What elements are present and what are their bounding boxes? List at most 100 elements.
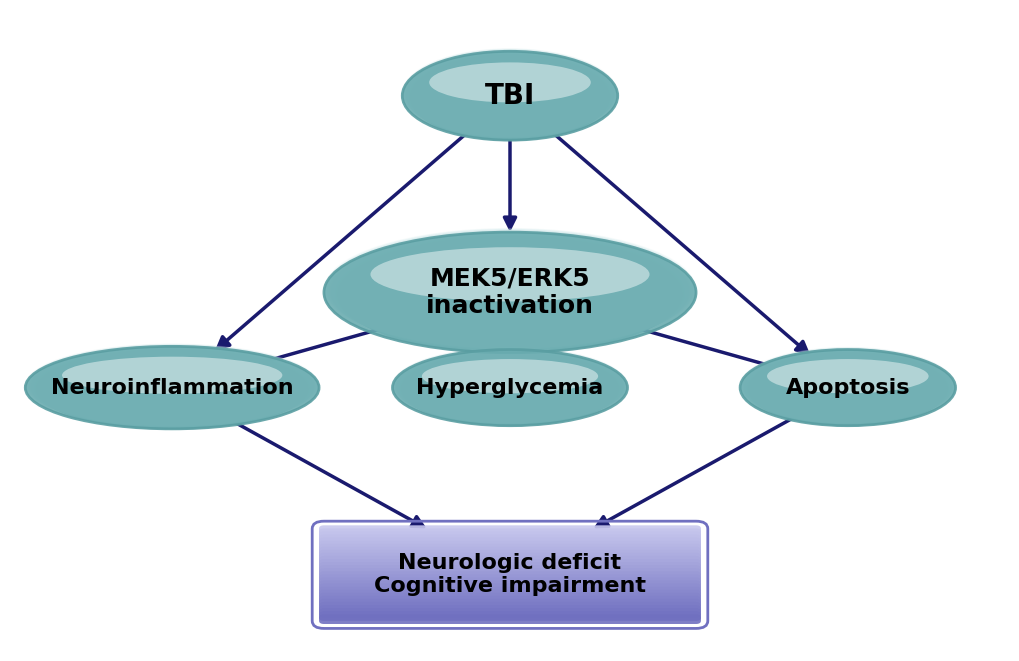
Ellipse shape <box>34 348 310 428</box>
Ellipse shape <box>396 350 623 424</box>
Ellipse shape <box>324 232 695 353</box>
Text: Apoptosis: Apoptosis <box>785 377 909 398</box>
Ellipse shape <box>28 345 316 426</box>
Ellipse shape <box>405 50 614 137</box>
Ellipse shape <box>407 52 612 139</box>
Ellipse shape <box>394 348 625 424</box>
FancyBboxPatch shape <box>319 605 700 615</box>
FancyBboxPatch shape <box>319 599 700 609</box>
FancyBboxPatch shape <box>319 544 700 553</box>
Ellipse shape <box>400 352 619 426</box>
Ellipse shape <box>403 354 616 426</box>
Ellipse shape <box>337 237 682 352</box>
Ellipse shape <box>39 351 305 430</box>
Ellipse shape <box>742 348 952 424</box>
Ellipse shape <box>748 352 947 426</box>
Ellipse shape <box>410 54 609 140</box>
Ellipse shape <box>340 238 679 354</box>
Ellipse shape <box>392 347 627 423</box>
Ellipse shape <box>62 357 282 394</box>
Ellipse shape <box>30 346 314 427</box>
FancyBboxPatch shape <box>319 559 700 568</box>
Ellipse shape <box>746 351 948 425</box>
Ellipse shape <box>335 235 684 352</box>
Ellipse shape <box>411 55 608 140</box>
Ellipse shape <box>743 350 951 424</box>
Ellipse shape <box>330 232 689 350</box>
Ellipse shape <box>393 347 626 423</box>
Ellipse shape <box>37 350 308 429</box>
Ellipse shape <box>328 230 691 350</box>
FancyBboxPatch shape <box>319 537 700 547</box>
Ellipse shape <box>406 51 613 138</box>
Ellipse shape <box>401 352 618 426</box>
Ellipse shape <box>748 353 946 426</box>
Ellipse shape <box>408 53 611 139</box>
Ellipse shape <box>392 347 627 423</box>
Ellipse shape <box>408 52 611 139</box>
Ellipse shape <box>400 352 619 426</box>
Ellipse shape <box>40 351 305 430</box>
Ellipse shape <box>397 350 622 424</box>
Ellipse shape <box>400 352 619 426</box>
Ellipse shape <box>341 239 678 354</box>
FancyBboxPatch shape <box>319 550 700 560</box>
Ellipse shape <box>405 50 614 138</box>
Ellipse shape <box>403 48 616 137</box>
FancyBboxPatch shape <box>319 580 700 590</box>
FancyBboxPatch shape <box>319 590 700 600</box>
Ellipse shape <box>403 48 616 137</box>
Ellipse shape <box>744 350 951 424</box>
Ellipse shape <box>342 240 677 354</box>
Ellipse shape <box>397 350 622 424</box>
Ellipse shape <box>32 346 313 428</box>
Ellipse shape <box>409 54 610 139</box>
Ellipse shape <box>404 50 615 137</box>
Ellipse shape <box>744 350 950 424</box>
Ellipse shape <box>39 351 306 430</box>
Ellipse shape <box>404 354 615 426</box>
Ellipse shape <box>396 349 623 424</box>
Ellipse shape <box>33 348 312 428</box>
Ellipse shape <box>766 359 927 393</box>
Ellipse shape <box>31 346 313 427</box>
Ellipse shape <box>38 350 307 429</box>
Ellipse shape <box>325 229 694 349</box>
Ellipse shape <box>742 348 953 424</box>
Ellipse shape <box>338 237 681 353</box>
Ellipse shape <box>25 346 319 429</box>
Ellipse shape <box>410 54 609 139</box>
Ellipse shape <box>332 233 687 351</box>
Ellipse shape <box>326 229 693 349</box>
Ellipse shape <box>392 350 627 426</box>
FancyBboxPatch shape <box>319 574 700 584</box>
Ellipse shape <box>747 352 947 426</box>
Ellipse shape <box>370 247 649 301</box>
Ellipse shape <box>37 350 307 429</box>
Ellipse shape <box>741 348 954 423</box>
Ellipse shape <box>410 54 609 140</box>
Ellipse shape <box>748 353 946 426</box>
Ellipse shape <box>39 351 305 430</box>
FancyBboxPatch shape <box>319 535 700 544</box>
FancyBboxPatch shape <box>319 565 700 575</box>
Ellipse shape <box>336 236 683 352</box>
Ellipse shape <box>740 347 954 423</box>
Ellipse shape <box>339 237 680 353</box>
Ellipse shape <box>327 230 692 349</box>
Ellipse shape <box>744 350 950 424</box>
Ellipse shape <box>741 348 953 424</box>
FancyBboxPatch shape <box>319 578 700 587</box>
Ellipse shape <box>411 56 608 141</box>
Ellipse shape <box>29 345 315 427</box>
Ellipse shape <box>746 352 948 425</box>
Ellipse shape <box>330 231 689 350</box>
Ellipse shape <box>328 231 691 350</box>
FancyBboxPatch shape <box>319 531 700 541</box>
Ellipse shape <box>750 354 944 426</box>
Ellipse shape <box>35 348 310 428</box>
Ellipse shape <box>394 348 625 424</box>
Ellipse shape <box>398 351 621 425</box>
Ellipse shape <box>329 231 690 350</box>
Ellipse shape <box>401 52 618 140</box>
